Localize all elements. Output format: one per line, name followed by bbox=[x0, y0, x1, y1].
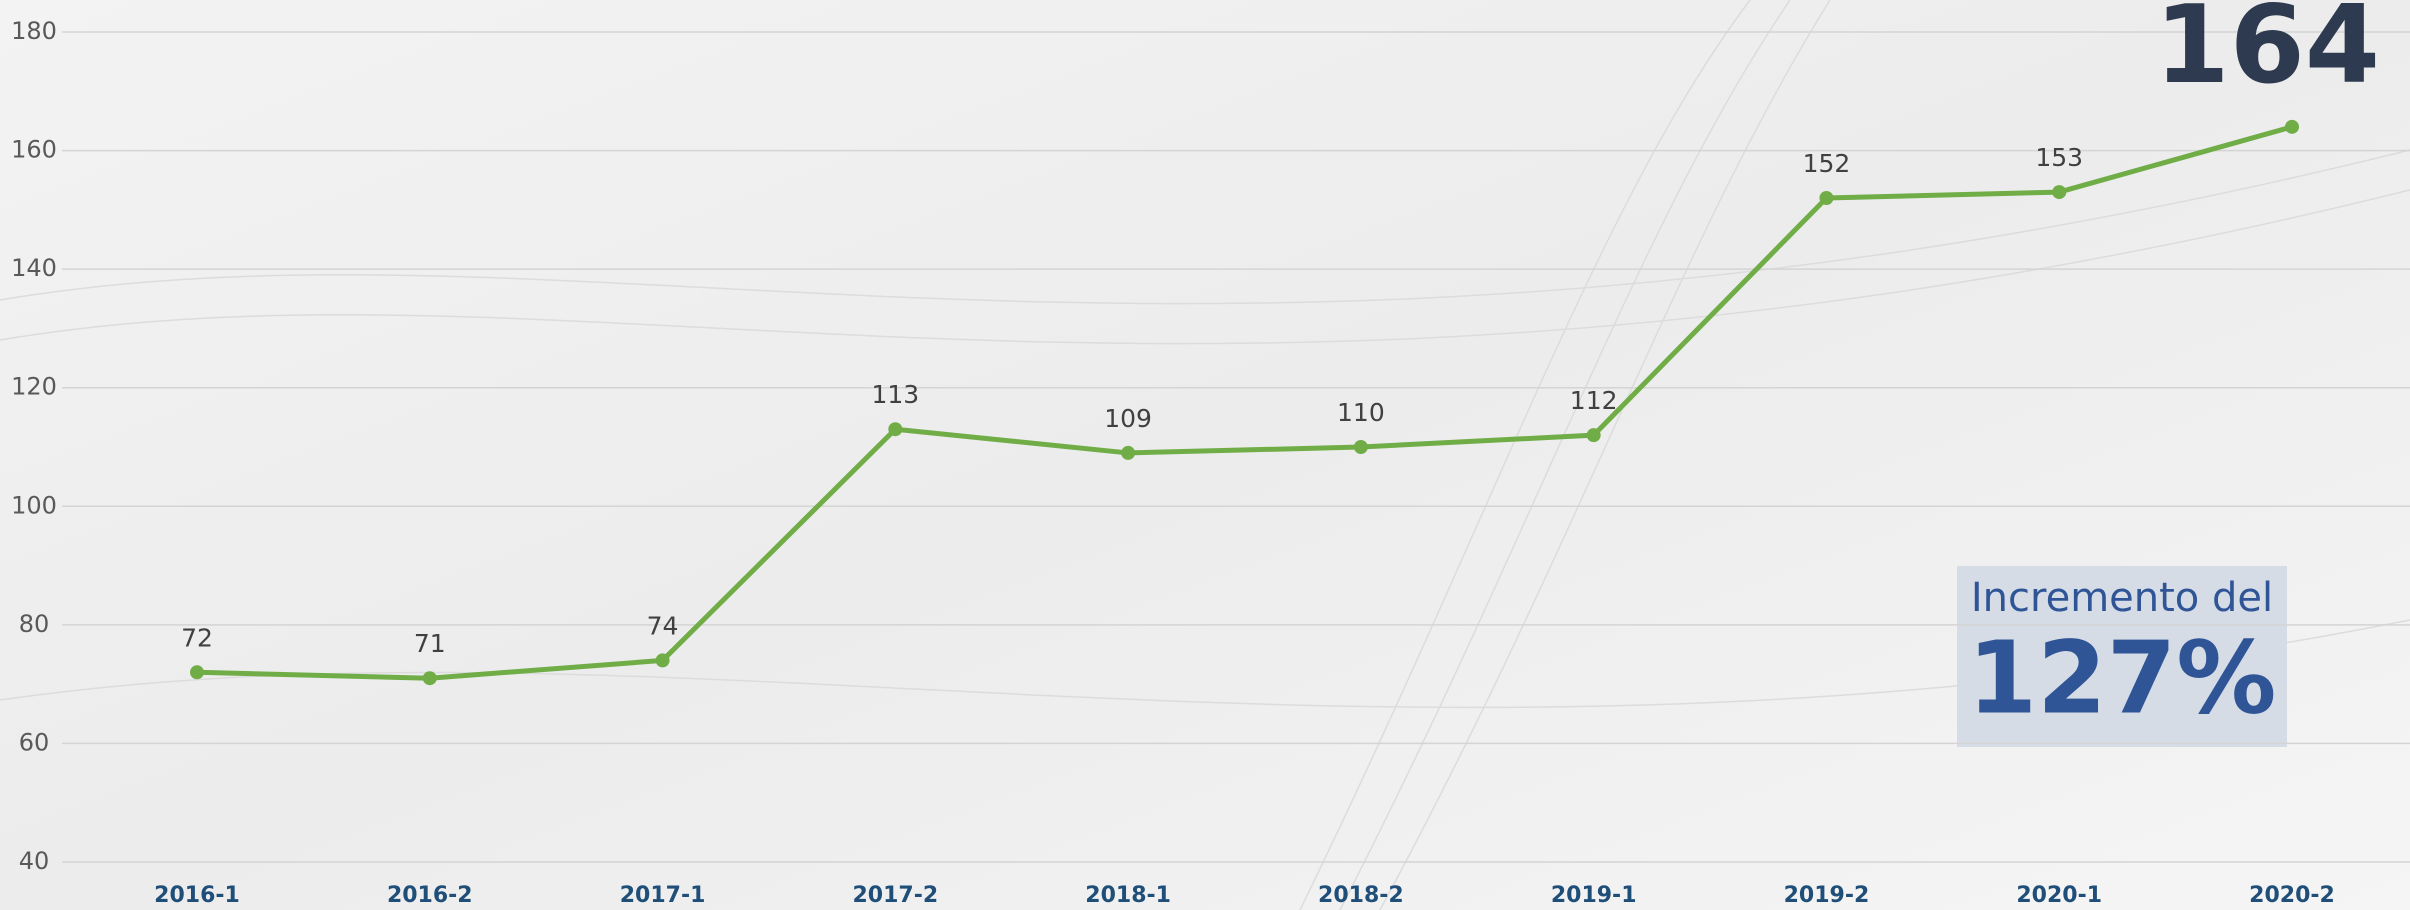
y-tick-label: 160 bbox=[11, 136, 57, 164]
point bbox=[888, 422, 902, 436]
point bbox=[2052, 185, 2066, 199]
x-tick-label: 2020-1 bbox=[2016, 883, 2102, 908]
x-tick-label: 2017-2 bbox=[852, 883, 938, 908]
x-tick-label: 2019-2 bbox=[1784, 883, 1870, 908]
x-tick-label: 2018-1 bbox=[1085, 883, 1171, 908]
point bbox=[1819, 191, 1833, 205]
y-tick-label: 140 bbox=[11, 254, 57, 282]
y-tick-label: 120 bbox=[11, 373, 57, 401]
x-tick-label: 2018-2 bbox=[1318, 883, 1404, 908]
x-tick-label: 2016-1 bbox=[154, 883, 240, 908]
y-tick-label: 40 bbox=[19, 847, 50, 875]
y-tick-label: 100 bbox=[11, 491, 57, 519]
annotation-value: 127% bbox=[1968, 619, 2277, 736]
annotation-text: Incremento del bbox=[1971, 575, 2273, 621]
x-tick-label: 2017-1 bbox=[620, 883, 706, 908]
data-label: 74 bbox=[647, 611, 679, 640]
point bbox=[190, 665, 204, 679]
point bbox=[1587, 428, 1601, 442]
point bbox=[2285, 120, 2299, 134]
y-tick-label: 80 bbox=[19, 610, 50, 638]
data-label: 109 bbox=[1104, 404, 1152, 433]
point bbox=[656, 653, 670, 667]
data-label: 113 bbox=[871, 380, 919, 409]
x-tick-label: 2019-1 bbox=[1551, 883, 1637, 908]
point bbox=[1121, 446, 1135, 460]
chart: Incremento del 127% 40 60 80 100 120 140 160 18… bbox=[0, 0, 2410, 910]
data-label: 153 bbox=[2035, 143, 2083, 172]
data-label: 152 bbox=[1803, 149, 1851, 178]
data-label-highlight: 164 bbox=[2155, 0, 2380, 108]
y-tick-label: 180 bbox=[11, 17, 57, 45]
data-label: 71 bbox=[414, 629, 446, 658]
y-tick-label: 60 bbox=[19, 728, 50, 756]
point bbox=[1354, 440, 1368, 454]
x-tick-label: 2020-2 bbox=[2249, 883, 2335, 908]
background bbox=[0, 0, 2410, 910]
point bbox=[423, 671, 437, 685]
data-label: 110 bbox=[1337, 398, 1385, 427]
data-label: 112 bbox=[1570, 386, 1618, 415]
x-tick-label: 2016-2 bbox=[387, 883, 473, 908]
data-label: 72 bbox=[181, 623, 213, 652]
